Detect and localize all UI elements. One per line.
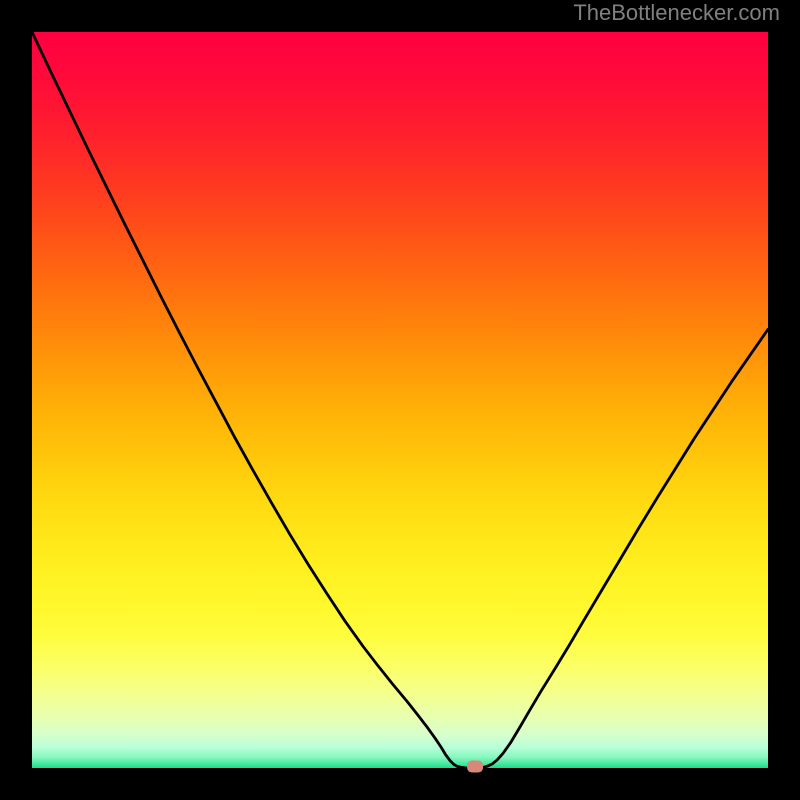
bottleneck-marker (467, 761, 483, 773)
bottleneck-chart (0, 0, 800, 800)
plot-gradient-background (32, 32, 768, 768)
chart-wrapper: TheBottlenecker.com (0, 0, 800, 800)
